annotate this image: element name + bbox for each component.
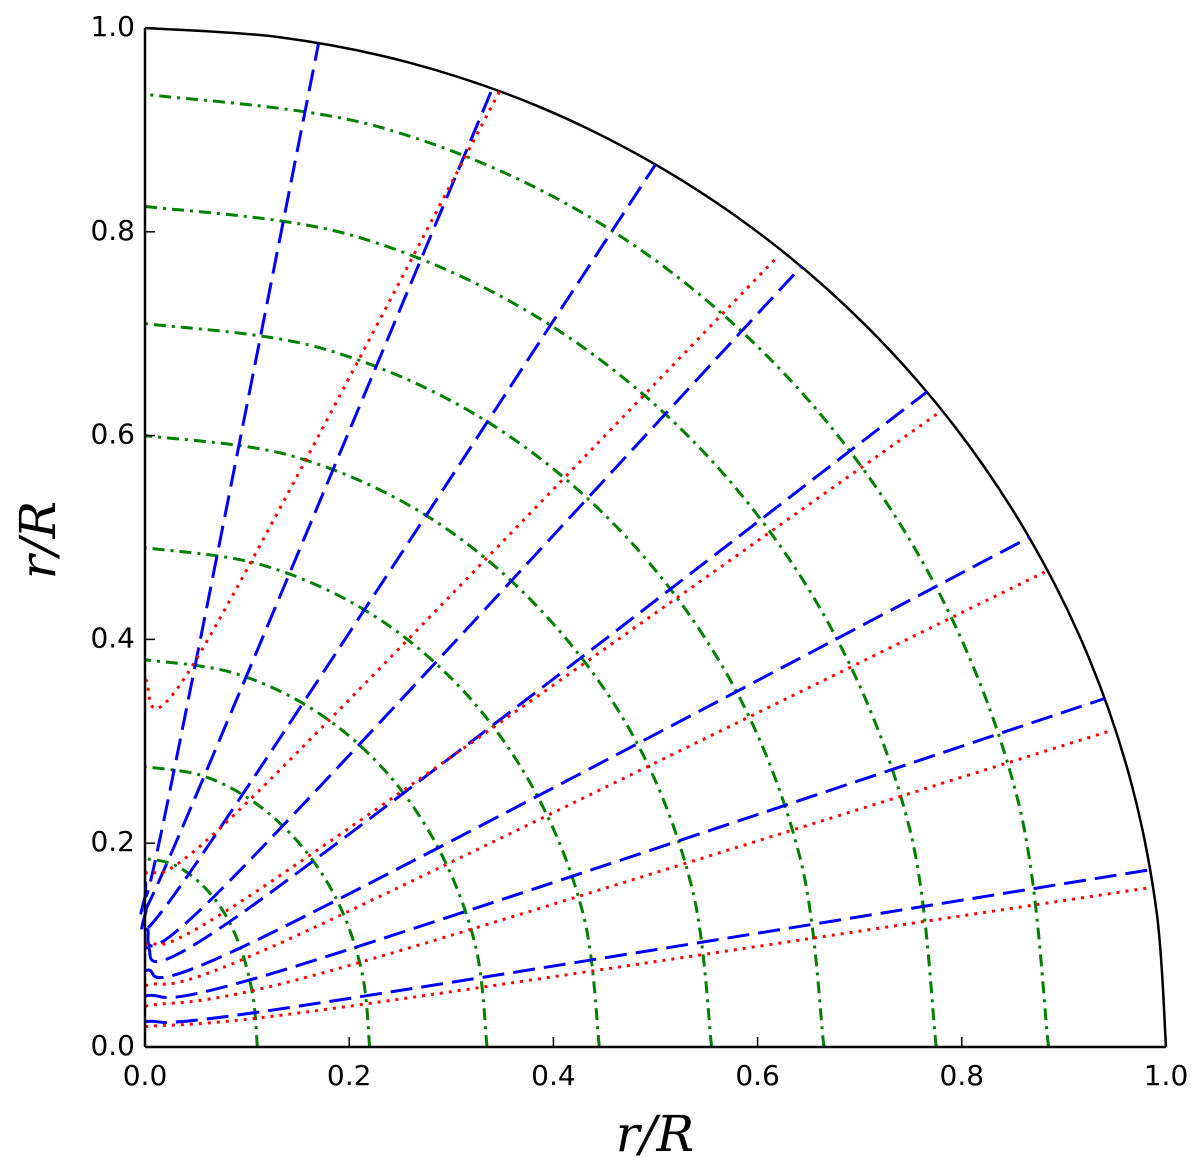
x-tick-label: 0.6	[735, 1059, 780, 1092]
y-tick-label: 0.0	[90, 1029, 135, 1062]
curve	[144, 26, 1168, 1048]
y-tick-label: 0.2	[90, 825, 135, 858]
x-tick-label: 0.8	[940, 1059, 985, 1092]
x-tick-label: 0.2	[327, 1059, 372, 1092]
x-tick-label: 0.0	[123, 1059, 168, 1092]
curve	[144, 536, 1030, 980]
y-tick-label: 0.6	[90, 418, 135, 451]
curve	[144, 390, 928, 964]
curve	[144, 204, 938, 1048]
x-tick-label: 0.4	[531, 1059, 576, 1092]
curve	[143, 89, 502, 710]
curve	[144, 728, 1114, 1008]
curve	[144, 434, 714, 1048]
curve	[144, 868, 1151, 1024]
curve	[139, 88, 494, 919]
x-axis-title: r/R	[616, 1105, 694, 1163]
y-tick-label: 1.0	[90, 10, 135, 43]
curve	[144, 265, 803, 948]
curve	[144, 570, 1046, 988]
curve	[144, 697, 1106, 1000]
curve	[144, 546, 601, 1048]
curve	[144, 886, 1148, 1029]
x-tick-label: 1.0	[1144, 1059, 1189, 1092]
curve	[144, 92, 1051, 1048]
curve	[140, 163, 657, 933]
curve	[144, 765, 372, 1048]
curve	[144, 857, 259, 1048]
y-tick-label: 0.4	[90, 621, 135, 654]
curve	[144, 255, 780, 876]
curve	[144, 658, 489, 1048]
y-tick-label: 0.8	[90, 214, 135, 247]
curve	[144, 322, 826, 1048]
curve	[144, 411, 940, 947]
y-axis-title: r/R	[9, 501, 67, 579]
